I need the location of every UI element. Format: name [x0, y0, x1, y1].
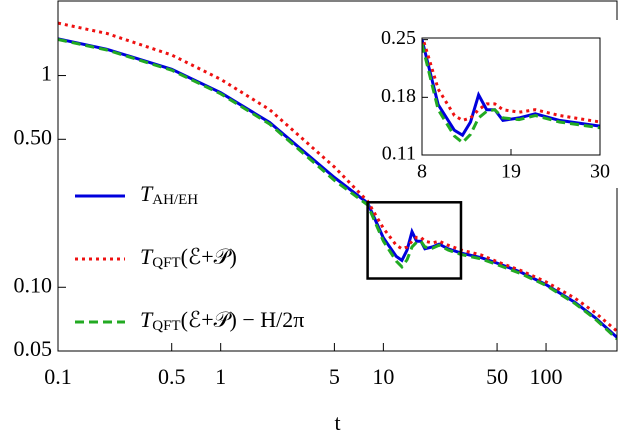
y-tick-label: 0.05: [14, 336, 53, 361]
x-tick-label: 0.1: [44, 364, 72, 389]
y-tick-label: 0.11: [382, 143, 416, 165]
inset-background: [415, 20, 623, 188]
main-plot: 0.1 0.5 1 5 10 50 100 0.05 0.10 0.50 1 TAH/EH TQFT(ℰ…: [14, 0, 618, 435]
x-tick-label: 50: [486, 364, 508, 389]
x-tick-label: 100: [530, 364, 563, 389]
y-tick-label: 0.18: [381, 85, 416, 107]
series-line: [422, 38, 600, 124]
series-line: [58, 21, 617, 333]
series-line: [422, 39, 600, 138]
legend-label: TAH/EH: [140, 181, 198, 208]
x-tick-label: 0.5: [158, 364, 186, 389]
series-line: [422, 43, 600, 145]
x-axis-label: t: [334, 410, 340, 435]
y-tick-label: 0.50: [14, 124, 53, 149]
y-tick-label: 0.10: [14, 272, 53, 297]
x-tick-label: 1: [215, 364, 226, 389]
y-tick-label: 1: [41, 61, 52, 86]
x-tick-label: 19: [501, 161, 521, 183]
x-tick-label: 5: [329, 364, 340, 389]
legend-label: TQFT(ℰ+𝒫) − H/2π: [140, 307, 304, 334]
plot-frame: [421, 37, 601, 156]
inset-plot: 8 19 30 0.11 0.18 0.25: [381, 27, 610, 182]
x-tick-label: 30: [590, 161, 610, 183]
x-tick-label: 8: [417, 161, 427, 183]
zoom-box: [366, 201, 463, 280]
legend-label: TQFT(ℰ+𝒫): [140, 244, 237, 271]
y-tick-label: 0.25: [381, 27, 416, 49]
series-line: [58, 38, 617, 341]
x-tick-label: 10: [372, 364, 394, 389]
